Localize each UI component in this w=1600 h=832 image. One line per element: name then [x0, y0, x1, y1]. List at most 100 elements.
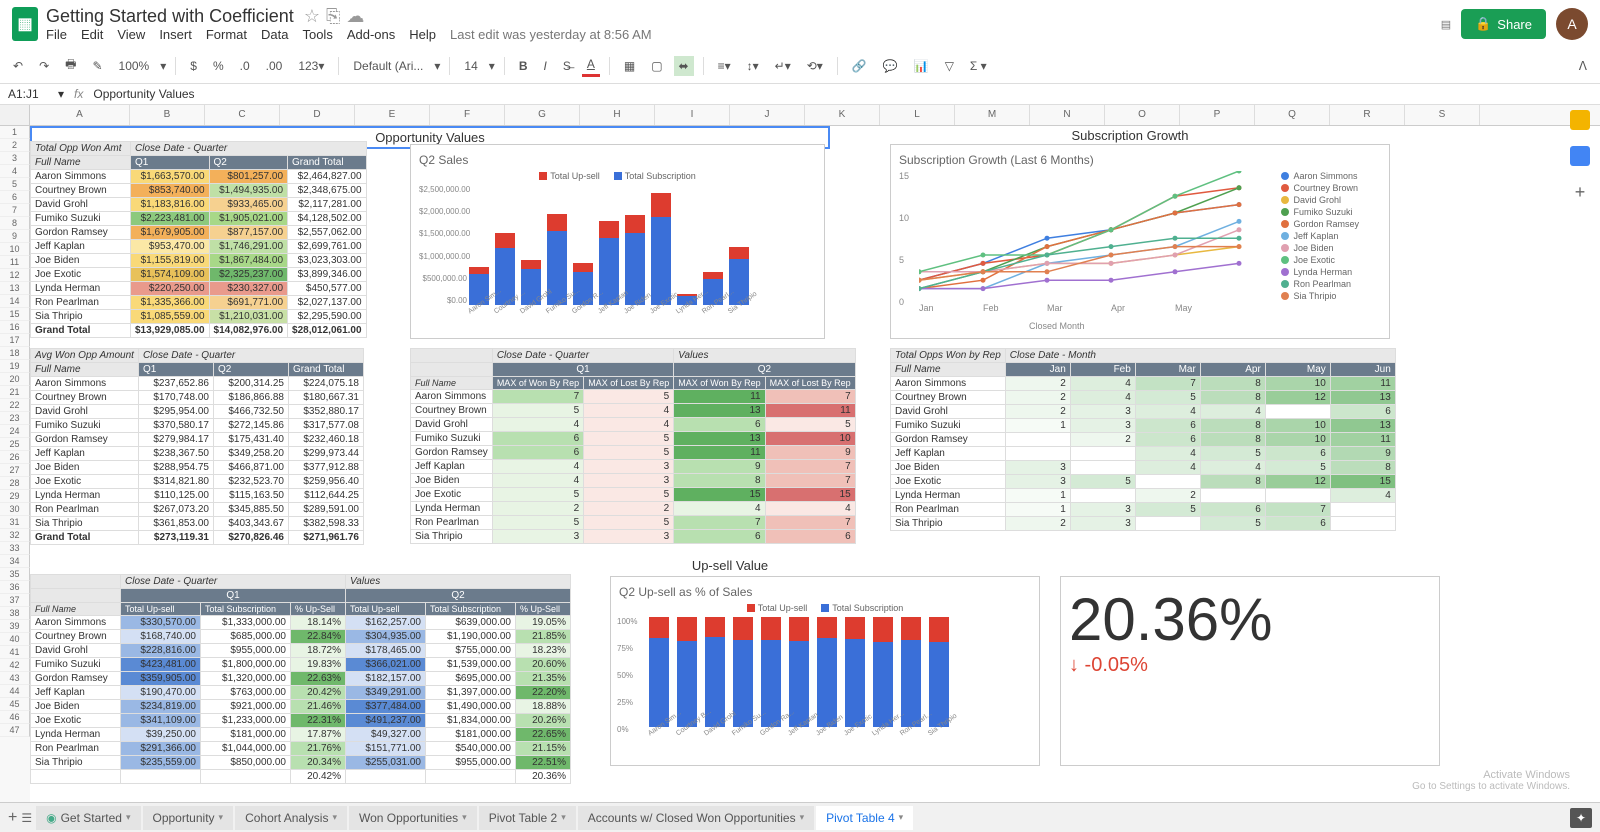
row-number[interactable]: 13 — [0, 282, 30, 295]
table-cell[interactable]: Jeff Kaplan — [31, 240, 131, 254]
table-cell[interactable]: 21.15% — [516, 742, 571, 756]
table-cell[interactable]: 5 — [1265, 461, 1330, 475]
fill-icon[interactable]: ▦ — [619, 56, 640, 76]
table-cell[interactable]: 18.14% — [291, 616, 346, 630]
halign-icon[interactable]: ≡▾ — [713, 56, 736, 76]
table-cell[interactable] — [1330, 517, 1395, 531]
table-cell[interactable]: $181,000.00 — [426, 728, 516, 742]
select-all-corner[interactable] — [0, 105, 30, 125]
q2-sales-chart[interactable]: Q2 Sales Total Up-sell Total Subscriptio… — [410, 144, 825, 339]
table-cell[interactable]: 4 — [674, 502, 765, 516]
table-cell[interactable]: $921,000.00 — [201, 700, 291, 714]
menu-add-ons[interactable]: Add-ons — [347, 27, 395, 42]
table-cell[interactable] — [1265, 489, 1330, 503]
valign-icon[interactable]: ↕▾ — [742, 56, 764, 76]
col-header[interactable]: B — [130, 105, 205, 125]
link-icon[interactable]: 🔗 — [847, 56, 872, 76]
table-cell[interactable]: Jeff Kaplan — [31, 686, 121, 700]
table-cell[interactable]: $341,109.00 — [121, 714, 201, 728]
table-cell[interactable]: $639,000.00 — [426, 616, 516, 630]
table-cell[interactable]: 4 — [1070, 377, 1135, 391]
row-number[interactable]: 29 — [0, 490, 30, 503]
table-cell[interactable]: 1 — [1005, 503, 1070, 517]
table-cell[interactable]: 3 — [584, 460, 674, 474]
table-cell[interactable]: 2 — [584, 502, 674, 516]
table-cell[interactable]: 6 — [492, 446, 583, 460]
row-number[interactable]: 24 — [0, 425, 30, 438]
col-header[interactable]: S — [1405, 105, 1480, 125]
table-cell[interactable]: Lynda Herman — [31, 282, 131, 296]
table-cell[interactable]: 5 — [492, 404, 583, 418]
menu-data[interactable]: Data — [261, 27, 288, 42]
font-select[interactable]: Default (Ari... — [348, 56, 428, 76]
table-cell[interactable]: $933,465.00 — [209, 198, 288, 212]
comment-icon[interactable]: ▤ — [1441, 18, 1451, 31]
table-cell[interactable]: 6 — [765, 530, 855, 544]
table-cell[interactable]: $291,366.00 — [121, 742, 201, 756]
collapse-icon[interactable]: ᐱ — [1574, 56, 1592, 76]
table-cell[interactable]: 2 — [1135, 489, 1200, 503]
table-cell[interactable]: 4 — [1135, 461, 1200, 475]
table-cell[interactable]: 7 — [765, 390, 855, 404]
table-cell[interactable]: 3 — [1005, 475, 1070, 489]
table-cell[interactable]: David Grohl — [891, 405, 1006, 419]
table-cell[interactable]: Ron Pearlman — [31, 503, 139, 517]
functions-icon[interactable]: Σ ▾ — [965, 56, 992, 76]
row-number[interactable]: 38 — [0, 607, 30, 620]
table-cell[interactable]: Courtney Brown — [31, 391, 139, 405]
row-number[interactable]: 14 — [0, 295, 30, 308]
row-number[interactable]: 30 — [0, 503, 30, 516]
table-cell[interactable]: Gordon Ramsey — [31, 226, 131, 240]
row-number[interactable]: 35 — [0, 568, 30, 581]
table-cell[interactable]: 11 — [1330, 377, 1395, 391]
row-number[interactable]: 44 — [0, 685, 30, 698]
row-number[interactable]: 46 — [0, 711, 30, 724]
table-cell[interactable]: Sia Thripio — [31, 310, 131, 324]
row-number[interactable]: 22 — [0, 399, 30, 412]
row-number[interactable]: 26 — [0, 451, 30, 464]
table-cell[interactable]: 21.35% — [516, 672, 571, 686]
row-number[interactable]: 11 — [0, 256, 30, 269]
table-cell[interactable]: $1,746,291.00 — [209, 240, 288, 254]
col-header[interactable]: F — [430, 105, 505, 125]
table-cell[interactable]: Ron Pearlman — [31, 296, 131, 310]
table-cell[interactable]: 22.31% — [291, 714, 346, 728]
table-cell[interactable]: 6 — [1265, 517, 1330, 531]
row-number[interactable]: 2 — [0, 139, 30, 152]
row-number[interactable]: 32 — [0, 529, 30, 542]
table-cell[interactable]: $237,652.86 — [138, 377, 213, 391]
sheet-tab[interactable]: ◉ Get Started ▾ — [36, 806, 140, 830]
table-cell[interactable]: David Grohl — [31, 405, 139, 419]
table-cell[interactable]: 10 — [1265, 419, 1330, 433]
table-cell[interactable]: $49,327.00 — [346, 728, 426, 742]
table-cell[interactable]: $151,771.00 — [346, 742, 426, 756]
table-cell[interactable]: 3 — [584, 530, 674, 544]
table-cell[interactable]: 4 — [1070, 391, 1135, 405]
table-cell[interactable]: 2 — [492, 502, 583, 516]
grid[interactable]: Opportunity ValuesSubscription GrowthTot… — [30, 126, 1600, 803]
table-cell[interactable]: $279,984.17 — [138, 433, 213, 447]
table-cell[interactable]: $1,539,000.00 — [426, 658, 516, 672]
table-cell[interactable]: $288,954.75 — [138, 461, 213, 475]
col-header[interactable]: N — [1030, 105, 1105, 125]
table-cell[interactable]: $314,821.80 — [138, 475, 213, 489]
sheet-tab[interactable]: Cohort Analysis ▾ — [235, 806, 347, 830]
table-cell[interactable]: 5 — [584, 446, 674, 460]
table-cell[interactable]: $112,644.25 — [288, 489, 363, 503]
subscription-growth-chart[interactable]: Subscription Growth (Last 6 Months)15105… — [890, 144, 1390, 339]
table-cell[interactable]: $2,325,237.00 — [209, 268, 288, 282]
table-cell[interactable]: $1,190,000.00 — [426, 630, 516, 644]
table-cell[interactable]: $115,163.50 — [213, 489, 288, 503]
table-cell[interactable]: $224,075.18 — [288, 377, 363, 391]
table-cell[interactable]: 15 — [765, 488, 855, 502]
table-cell[interactable] — [1070, 447, 1135, 461]
table-cell[interactable]: Gordon Ramsey — [891, 433, 1006, 447]
table-cell[interactable]: 8 — [1200, 433, 1265, 447]
row-number[interactable]: 16 — [0, 321, 30, 334]
table-cell[interactable]: 15 — [1330, 475, 1395, 489]
table-cell[interactable]: 19.83% — [291, 658, 346, 672]
table-cell[interactable]: $540,000.00 — [426, 742, 516, 756]
keep-icon[interactable] — [1570, 110, 1590, 130]
table-cell[interactable]: 7 — [765, 460, 855, 474]
table-cell[interactable]: $2,699,761.00 — [288, 240, 367, 254]
